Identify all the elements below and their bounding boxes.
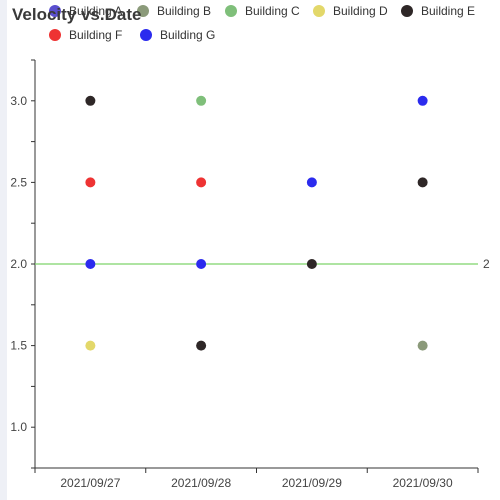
data-point xyxy=(85,95,96,106)
data-point xyxy=(196,259,207,269)
legend-label: Building A xyxy=(69,4,122,18)
legend-label: Building B xyxy=(157,4,211,18)
legend-marker xyxy=(401,5,413,17)
legend-label: Building D xyxy=(333,4,388,18)
data-point xyxy=(85,259,96,269)
data-point xyxy=(196,177,207,188)
chart-title: Velocity vs.Date xyxy=(12,5,141,24)
data-point xyxy=(417,340,428,351)
x-tick-label: 2021/09/28 xyxy=(171,476,231,490)
y-tick-label: 2.0 xyxy=(10,257,27,271)
data-point xyxy=(306,259,317,269)
legend-marker xyxy=(49,5,61,17)
plot-area: 1.0 1.5 2.0 2.5 3.0 2021/09/27 2021/09/28 2021/… xyxy=(10,59,490,490)
data-point xyxy=(85,340,96,351)
legend-label: Building F xyxy=(69,28,122,42)
legend-marker xyxy=(140,29,152,41)
legend-label: Building E xyxy=(421,4,475,18)
legend-marker xyxy=(313,5,325,17)
legend-label: Building G xyxy=(160,28,215,42)
data-point xyxy=(417,95,428,106)
left-edge-strip xyxy=(0,0,7,500)
y-tick-label: 2.5 xyxy=(10,175,27,189)
legend: Building A Building B Building C Building D… xyxy=(49,4,475,42)
y-tick-label: 1.0 xyxy=(10,420,27,434)
x-tick-label: 2021/09/29 xyxy=(282,476,342,490)
data-point xyxy=(196,95,207,106)
x-tick-label: 2021/09/27 xyxy=(60,476,120,490)
legend-label: Building C xyxy=(245,4,300,18)
legend-marker xyxy=(225,5,237,17)
legend-marker xyxy=(137,5,149,17)
data-point xyxy=(306,177,317,188)
reference-line-label: 2 xyxy=(483,257,490,271)
y-tick-label: 3.0 xyxy=(10,94,27,108)
data-point xyxy=(196,340,207,351)
data-point xyxy=(85,177,96,188)
y-tick-label: 1.5 xyxy=(10,339,27,353)
legend-marker xyxy=(49,29,61,41)
data-point xyxy=(417,177,428,188)
x-tick-label: 2021/09/30 xyxy=(393,476,453,490)
